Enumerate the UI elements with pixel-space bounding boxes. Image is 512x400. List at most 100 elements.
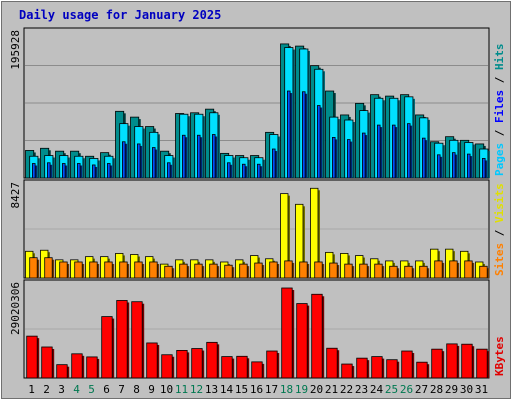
bottom-bar-kbytes-20 — [311, 293, 323, 379]
top-bar-files-29 — [451, 152, 456, 179]
top-side-label-part-2: / — [493, 123, 506, 143]
x-tick-label-8: 8 — [133, 383, 140, 396]
top-bar-shadow-files-10 — [169, 164, 173, 178]
top-bar-files-15 — [241, 163, 246, 179]
x-tick-label-15: 15 — [235, 383, 248, 396]
top-side-label-part-5: Hits — [493, 44, 506, 71]
top-bar-shadow-files-9 — [154, 149, 158, 178]
x-tick-label-11: 11 — [175, 383, 188, 396]
top-bar-files-5 — [92, 164, 96, 179]
top-bar-files-23 — [361, 132, 366, 179]
bottom-bar-kbytes-23 — [356, 357, 368, 379]
top-bar-files-2 — [47, 162, 51, 179]
top-bar-shadow-files-18 — [289, 93, 293, 178]
top-bar-shadow-files-6 — [109, 165, 113, 178]
middle-bar-sites-10 — [164, 265, 173, 279]
top-bar-shadow-files-1 — [34, 165, 38, 178]
x-tick-label-25: 25 — [385, 383, 398, 396]
top-bar-shadow-files-12 — [199, 137, 203, 178]
bottom-bar-kbytes-18 — [281, 287, 293, 379]
bottom-bar-kbytes-1 — [26, 335, 38, 379]
middle-bar-sites-15 — [239, 263, 248, 279]
top-bar-shadow-files-14 — [229, 164, 233, 178]
top-bar-shadow-files-16 — [259, 166, 263, 178]
x-tick-label-29: 29 — [445, 383, 458, 396]
middle-side-label-part-2: / — [493, 223, 506, 243]
bottom-bar-kbytes-29 — [446, 343, 458, 379]
top-bar-shadow-files-5 — [94, 166, 98, 178]
top-bar-files-18 — [286, 90, 291, 179]
bottom-bar-kbytes-6 — [101, 316, 113, 379]
top-bar-files-6 — [107, 163, 111, 179]
x-tick-label-27: 27 — [415, 383, 428, 396]
x-tick-label-7: 7 — [118, 383, 125, 396]
bottom-bar-kbytes-12 — [191, 348, 203, 379]
middle-bar-sites-1 — [29, 257, 38, 279]
top-bar-shadow-files-24 — [379, 127, 383, 178]
bottom-bar-kbytes-7 — [116, 300, 128, 379]
middle-bar-sites-14 — [224, 264, 233, 279]
bottom-bar-kbytes-21 — [326, 347, 338, 379]
bottom-bar-kbytes-28 — [431, 348, 443, 379]
top-side-label-part-1: Pages — [493, 143, 506, 176]
bottom-bar-kbytes-24 — [371, 356, 383, 379]
top-bar-files-14 — [226, 162, 231, 179]
top-bar-files-28 — [436, 154, 441, 179]
top-bar-files-25 — [391, 124, 396, 179]
chart-title: Daily usage for January 2025 — [19, 8, 221, 22]
x-tick-label-23: 23 — [355, 383, 368, 396]
bottom-bar-kbytes-13 — [206, 341, 218, 379]
top-bar-files-31 — [481, 158, 486, 179]
bottom-bar-kbytes-5 — [86, 356, 98, 379]
middle-bar-visits-20 — [310, 187, 319, 279]
bottom-bar-kbytes-26 — [401, 350, 413, 379]
top-bar-files-21 — [331, 137, 336, 179]
top-bar-files-24 — [376, 124, 381, 179]
top-bar-shadow-files-23 — [364, 135, 368, 178]
x-tick-label-28: 28 — [430, 383, 443, 396]
middle-bar-sites-16 — [254, 262, 263, 279]
middle-bar-sites-3 — [59, 261, 68, 279]
top-bar-shadow-files-29 — [454, 154, 458, 178]
middle-bar-sites-8 — [134, 261, 143, 279]
middle-bar-sites-29 — [449, 260, 458, 279]
top-bar-shadow-files-4 — [79, 165, 83, 178]
middle-bar-sites-4 — [74, 261, 83, 279]
bottom-side-label: KBytes — [493, 336, 506, 376]
middle-side-label-part-3: Visits — [493, 183, 506, 223]
bottom-bar-kbytes-9 — [146, 342, 158, 379]
x-tick-label-21: 21 — [325, 383, 338, 396]
middle-bar-sites-17 — [269, 261, 278, 279]
middle-bar-sites-11 — [179, 263, 188, 279]
x-tick-label-4: 4 — [73, 383, 80, 396]
x-tick-label-31: 31 — [475, 383, 488, 396]
top-bar-files-16 — [256, 163, 261, 179]
top-bar-files-22 — [346, 139, 351, 179]
middle-bar-sites-28 — [434, 260, 443, 279]
top-bar-files-26 — [406, 123, 411, 179]
x-tick-label-19: 19 — [295, 383, 308, 396]
bottom-bar-kbytes-25 — [386, 359, 398, 379]
bottom-bar-kbytes-15 — [236, 355, 248, 379]
middle-bar-sites-18 — [284, 260, 293, 279]
top-bar-files-20 — [316, 105, 321, 179]
x-tick-label-16: 16 — [250, 383, 263, 396]
top-bar-shadow-files-22 — [349, 141, 353, 178]
middle-bar-sites-2 — [44, 257, 53, 279]
top-bar-shadow-files-3 — [64, 165, 68, 178]
top-bar-files-7 — [122, 141, 126, 179]
middle-side-label: Sites / Visits — [493, 183, 506, 276]
top-bar-shadow-files-17 — [274, 151, 278, 178]
x-tick-label-20: 20 — [310, 383, 323, 396]
top-bar-files-10 — [166, 162, 171, 179]
middle-bar-sites-25 — [389, 265, 398, 279]
bottom-side-label-part-1: KBytes — [493, 336, 506, 376]
x-tick-label-30: 30 — [460, 383, 473, 396]
middle-bar-sites-19 — [299, 261, 308, 279]
middle-bar-sites-23 — [359, 263, 368, 279]
top-bar-files-9 — [151, 147, 156, 179]
middle-bar-sites-6 — [104, 261, 113, 279]
top-bar-files-12 — [196, 134, 201, 179]
